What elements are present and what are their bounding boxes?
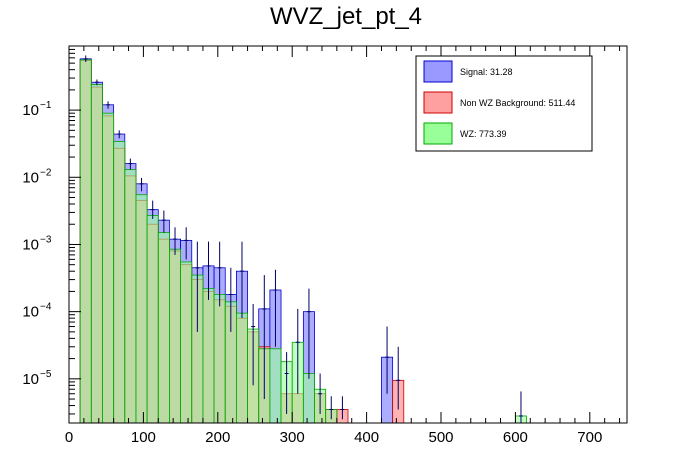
legend-label: Non WZ Background: 511.44 bbox=[460, 98, 575, 108]
y-tick-exponent: −2 bbox=[40, 167, 52, 178]
histogram-bar bbox=[180, 261, 193, 424]
legend-label: WZ: 773.39 bbox=[460, 129, 507, 139]
histogram-bar bbox=[124, 169, 137, 424]
x-tick-label: 500 bbox=[428, 429, 453, 446]
y-tick-label: 10 bbox=[22, 304, 39, 321]
x-tick-label: 200 bbox=[205, 429, 230, 446]
y-tick-label: 10 bbox=[22, 102, 39, 119]
y-tick-label: 10 bbox=[22, 236, 39, 253]
histogram-bar bbox=[202, 288, 215, 424]
histogram-bar bbox=[90, 84, 103, 424]
y-tick-exponent: −4 bbox=[40, 302, 52, 313]
histogram-bar bbox=[302, 373, 315, 424]
legend-swatch bbox=[423, 60, 453, 83]
histogram-bar bbox=[213, 294, 226, 424]
histogram-bar bbox=[79, 59, 92, 424]
legend-label: Signal: 31.28 bbox=[460, 67, 513, 77]
legend-swatch bbox=[423, 91, 453, 114]
x-tick-label: 0 bbox=[65, 429, 73, 446]
histogram-bar bbox=[146, 215, 159, 424]
histogram-bar bbox=[157, 232, 170, 424]
x-tick-label: 700 bbox=[577, 429, 602, 446]
y-tick-exponent: −5 bbox=[40, 369, 52, 380]
histogram-bar bbox=[113, 141, 126, 424]
y-tick-exponent: −3 bbox=[40, 234, 52, 245]
y-tick-exponent: −1 bbox=[40, 100, 52, 111]
legend-swatch bbox=[423, 122, 453, 145]
legend: Signal: 31.28 Non WZ Background: 511.44 WZ… bbox=[415, 55, 593, 152]
x-tick-label: 400 bbox=[354, 429, 379, 446]
x-tick-label: 300 bbox=[280, 429, 305, 446]
x-tick-label: 600 bbox=[503, 429, 528, 446]
histogram-bar bbox=[235, 312, 248, 424]
x-tick-label: 100 bbox=[131, 429, 156, 446]
chart-title: WVZ_jet_pt_4 bbox=[270, 3, 422, 30]
histogram-bar bbox=[169, 248, 182, 424]
plot-frame bbox=[68, 45, 628, 424]
y-tick-label: 10 bbox=[22, 371, 39, 388]
histogram-bar bbox=[102, 112, 115, 424]
histogram-bar bbox=[135, 194, 148, 424]
y-tick-label: 10 bbox=[22, 169, 39, 186]
axes: 0 100 200 300 400 500 600 70010−510−410−310−210… bbox=[22, 45, 628, 446]
histogram-bar bbox=[269, 348, 282, 424]
error-bars bbox=[83, 55, 523, 423]
